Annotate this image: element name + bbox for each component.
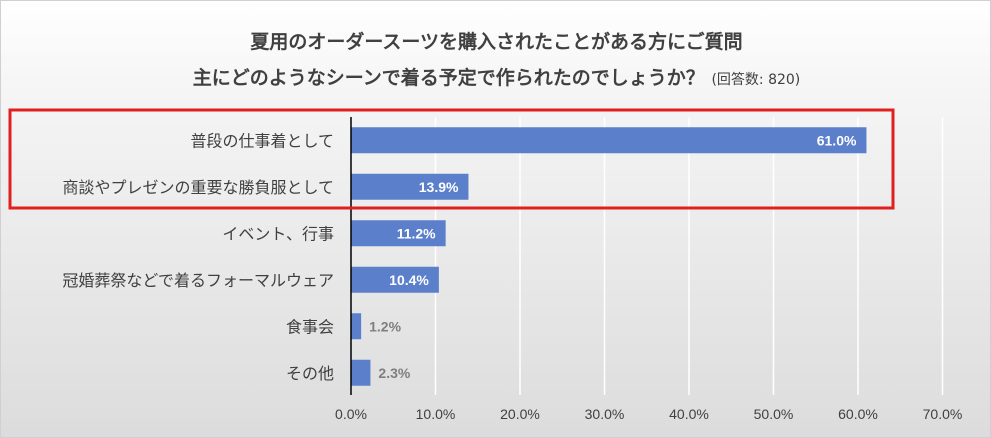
bar xyxy=(351,127,867,154)
data-label: 13.9% xyxy=(419,179,459,195)
category-label: イベント、行事 xyxy=(222,224,334,243)
category-label: 食事会 xyxy=(286,317,334,336)
category-label: 普段の仕事着として xyxy=(190,131,334,150)
chart-subtitle: 主にどのようなシーンで着る予定で作られたのでしょうか？ (回答数: 820) xyxy=(1,63,990,90)
data-label: 11.2% xyxy=(397,225,436,241)
response-count-note: (回答数: 820) xyxy=(711,72,801,88)
bar xyxy=(351,313,362,340)
bar xyxy=(351,220,446,247)
chart-subtitle-text: 主にどのようなシーンで着る予定で作られたのでしょうか？ xyxy=(192,67,705,89)
data-label: 10.4% xyxy=(389,272,429,288)
data-label: 1.2% xyxy=(369,318,401,334)
x-tick-label: 40.0% xyxy=(669,406,709,422)
category-label: 冠婚葬祭などで着るフォーマルウェア xyxy=(62,271,334,290)
x-tick-label: 20.0% xyxy=(500,406,540,422)
x-tick-label: 70.0% xyxy=(923,406,963,422)
category-label: 商談やプレゼンの重要な勝負服として xyxy=(62,178,334,197)
category-label: その他 xyxy=(286,364,334,383)
bar xyxy=(351,266,439,293)
x-tick-label: 60.0% xyxy=(838,406,878,422)
data-label: 2.3% xyxy=(378,365,410,381)
bar xyxy=(351,173,469,200)
highlight-box xyxy=(8,108,895,210)
x-tick-label: 50.0% xyxy=(754,406,794,422)
x-tick-label: 10.0% xyxy=(416,406,456,422)
bar xyxy=(351,359,371,386)
x-tick-label: 30.0% xyxy=(585,406,625,422)
data-label: 61.0% xyxy=(817,132,857,148)
x-tick-label: 0.0% xyxy=(335,406,367,422)
chart-title: 夏用のオーダースーツを購入されたことがある方にご質問 xyxy=(250,31,743,53)
